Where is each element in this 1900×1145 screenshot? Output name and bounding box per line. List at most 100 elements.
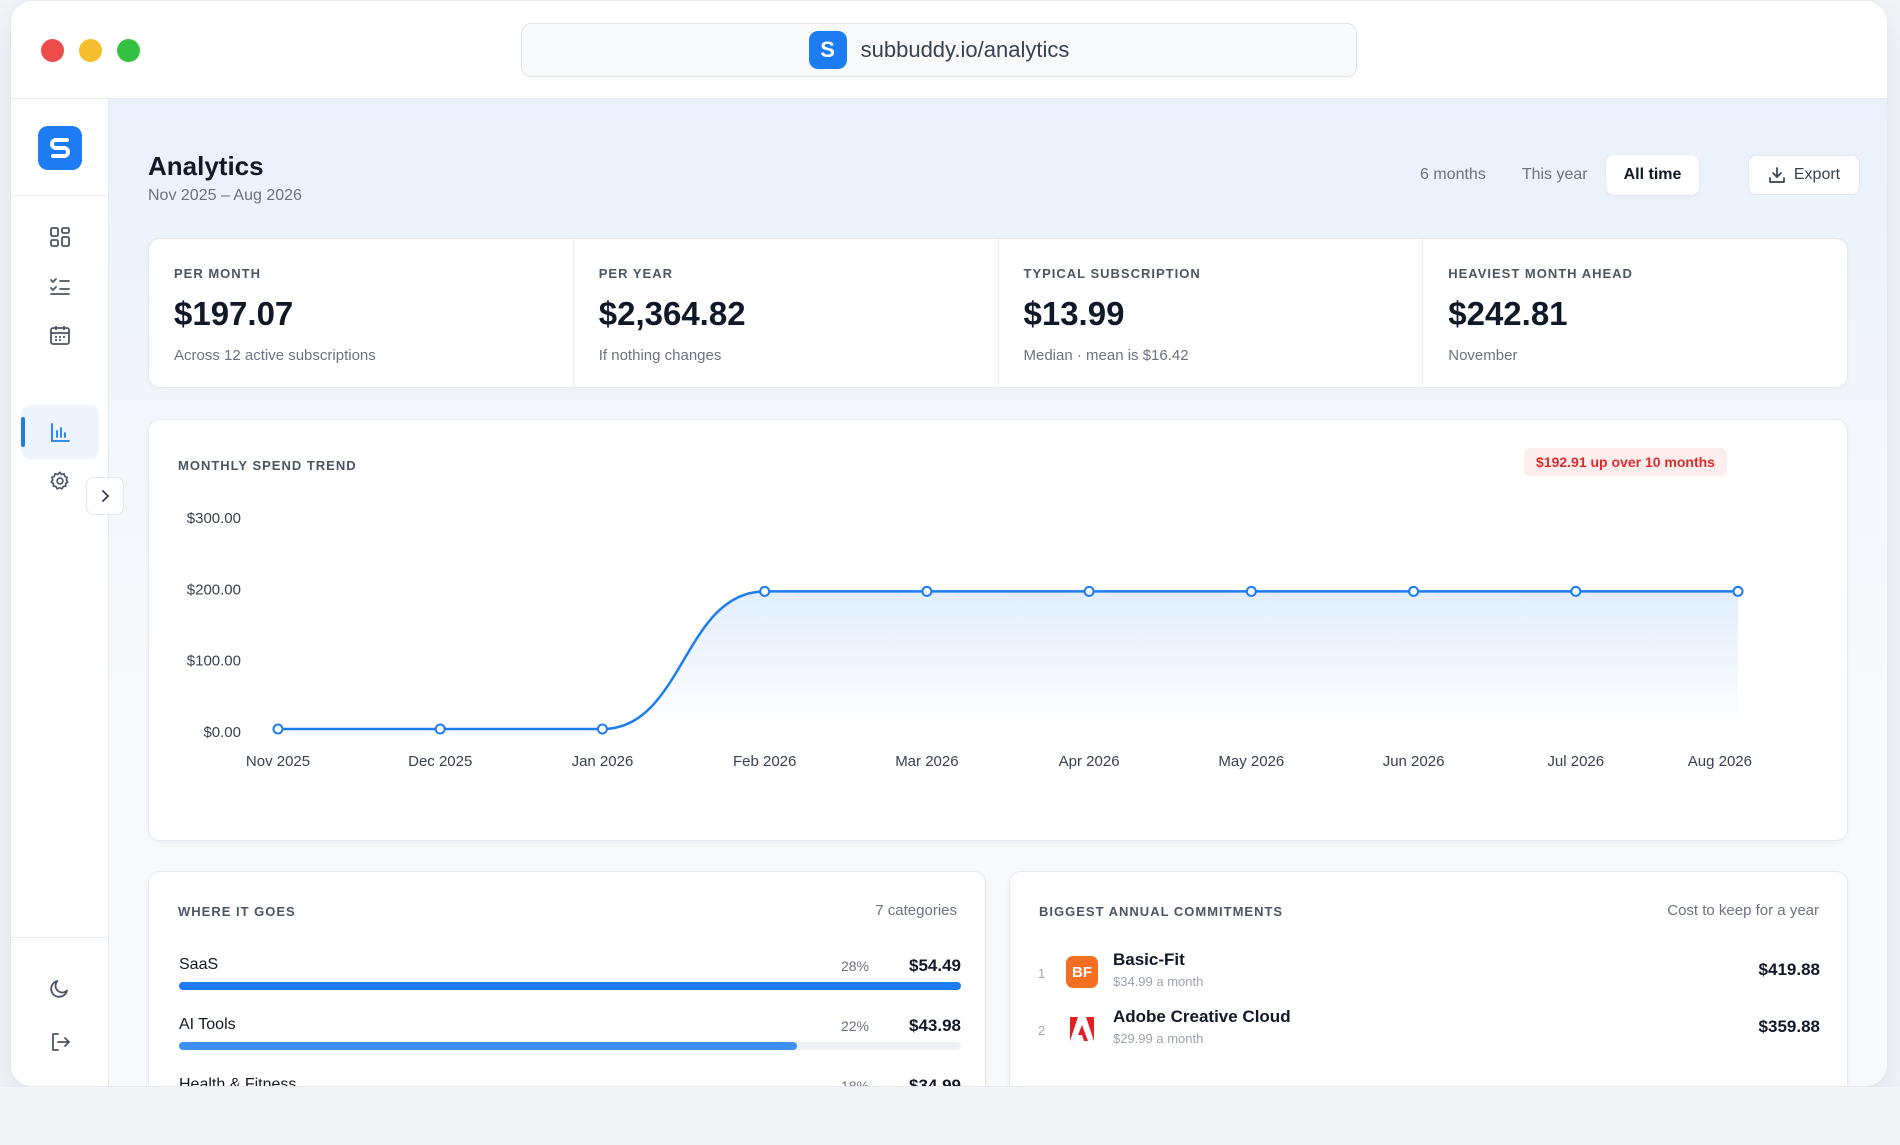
commitment-row[interactable]: 2 Adobe Creative Cloud $29.99 a month $359.… [1038, 1007, 1820, 1057]
trend-point[interactable] [1083, 585, 1095, 597]
download-icon [1769, 167, 1785, 183]
maximize-window-button[interactable] [117, 39, 140, 62]
category-amount: $34.99 [909, 1076, 961, 1087]
x-tick-label: Jun 2026 [1383, 753, 1445, 770]
minimize-window-button[interactable] [79, 39, 102, 62]
x-tick-label: May 2026 [1218, 753, 1284, 770]
sidebar-item-calendar[interactable] [21, 308, 99, 362]
stat-typical-subscription: TYPICAL SUBSCRIPTION $13.99 Median · mea… [999, 239, 1424, 387]
trend-point[interactable] [921, 585, 933, 597]
close-window-button[interactable] [41, 39, 64, 62]
date-range-subtitle: Nov 2025 – Aug 2026 [148, 187, 302, 204]
category-percent: 28% [840, 958, 869, 974]
stat-label: PER MONTH [174, 266, 261, 281]
category-name: AI Tools [179, 1016, 236, 1033]
commitment-name: Adobe Creative Cloud [1113, 1007, 1291, 1026]
range-all-time[interactable]: All time [1605, 155, 1700, 195]
categories-heading: WHERE IT GOES [178, 904, 296, 919]
stat-heaviest-month: HEAVIEST MONTH AHEAD $242.81 November [1423, 239, 1847, 387]
x-tick-label: Feb 2026 [733, 753, 796, 770]
y-tick-label: $100.00 [187, 653, 241, 670]
export-button[interactable]: Export [1748, 155, 1860, 195]
category-percent: 22% [840, 1018, 869, 1034]
export-label: Export [1793, 166, 1841, 183]
annual-meta: Cost to keep for a year [1667, 902, 1819, 919]
commitment-name: Basic-Fit [1113, 950, 1185, 969]
sidebar [11, 99, 109, 1086]
bar-chart-icon [51, 423, 70, 442]
sidebar-item-dashboard[interactable] [21, 210, 99, 264]
url-text: subbuddy.io/analytics [860, 37, 1070, 62]
category-bar-track [179, 1042, 961, 1050]
x-tick-label: Aug 2026 [1688, 753, 1752, 770]
sidebar-item-logout[interactable] [21, 1015, 99, 1069]
stat-note: Across 12 active subscriptions [174, 347, 376, 364]
range-this-year[interactable]: This year [1521, 166, 1588, 183]
stat-per-month: PER MONTH $197.07 Across 12 active subsc… [149, 239, 574, 387]
commitment-rank: 2 [1038, 1023, 1046, 1038]
address-bar[interactable]: S subbuddy.io/analytics [521, 23, 1357, 77]
stats-card: PER MONTH $197.07 Across 12 active subsc… [148, 238, 1848, 388]
adobe-logo-icon [1066, 1013, 1098, 1045]
category-row: AI Tools 22% $43.98 [179, 1016, 961, 1066]
trend-point[interactable] [272, 723, 284, 735]
y-tick-label: $300.00 [187, 510, 241, 527]
trend-heading: MONTHLY SPEND TREND [178, 458, 357, 473]
commitment-monthly: $34.99 a month [1113, 974, 1204, 989]
category-name: SaaS [179, 956, 219, 973]
stat-label: PER YEAR [598, 266, 673, 281]
main-content: Analytics Nov 2025 – Aug 2026 6 months T… [109, 99, 1887, 1087]
checklist-icon [50, 278, 70, 295]
category-percent: 18% [840, 1078, 869, 1087]
where-it-goes-card: WHERE IT GOES 7 categories SaaS 28% $54.49… [148, 871, 986, 1087]
range-6-months[interactable]: 6 months [1420, 166, 1486, 183]
calendar-icon [50, 326, 70, 345]
logout-icon [52, 1033, 70, 1051]
sidebar-expand-button[interactable] [86, 477, 124, 515]
gear-icon [50, 471, 69, 490]
spend-trend-chart: $0.00 $100.00 $200.00 $300.00 Nov 2025 Dec 20… [187, 510, 1752, 770]
range-selector: 6 months This year All time [1402, 155, 1700, 195]
trend-point[interactable] [1570, 585, 1582, 597]
x-tick-label: Dec 2025 [408, 753, 472, 770]
sidebar-item-settings[interactable] [21, 454, 99, 508]
trend-line [277, 590, 1738, 731]
commitment-monthly: $29.99 a month [1113, 1031, 1204, 1046]
trend-point[interactable] [1732, 585, 1744, 597]
commitment-annual-amount: $419.88 [1758, 960, 1820, 979]
app-logo[interactable] [38, 126, 82, 170]
sidebar-item-theme[interactable] [21, 961, 99, 1015]
sidebar-item-analytics[interactable] [21, 405, 99, 459]
grid-icon [50, 227, 70, 247]
page-background [0, 1087, 1900, 1145]
stat-label: HEAVIEST MONTH AHEAD [1448, 266, 1633, 281]
category-bar-track [179, 982, 961, 990]
categories-count: 7 categories [875, 902, 957, 919]
trend-point[interactable] [759, 585, 771, 597]
title-bar: S subbuddy.io/analytics [11, 1, 1887, 99]
x-tick-label: Mar 2026 [895, 753, 958, 770]
category-row: SaaS 28% $54.49 [179, 956, 961, 1006]
category-amount: $54.49 [909, 956, 961, 975]
trend-area [278, 591, 1738, 732]
commitment-row[interactable]: 1 BF Basic-Fit $34.99 a month $419.88 [1038, 950, 1820, 1000]
category-row: Health & Fitness 18% $34.99 [179, 1076, 961, 1087]
logo-icon [50, 138, 70, 158]
category-name: Health & Fitness [179, 1076, 297, 1087]
commitment-rank: 1 [1038, 966, 1046, 981]
moon-icon [50, 980, 68, 998]
y-tick-label: $200.00 [187, 581, 241, 598]
trend-point[interactable] [596, 723, 608, 735]
annual-commitments-card: BIGGEST ANNUAL COMMITMENTS Cost to keep … [1009, 871, 1848, 1086]
trend-point[interactable] [1245, 585, 1257, 597]
stat-value: $2,364.82 [598, 295, 746, 332]
x-tick-label: Nov 2025 [246, 753, 310, 770]
sidebar-item-subscriptions[interactable] [21, 259, 99, 313]
category-bar-fill [179, 982, 961, 990]
trend-point[interactable] [434, 723, 446, 735]
chevron-right-icon [102, 490, 110, 502]
category-bar-fill [179, 1042, 797, 1050]
active-indicator [21, 417, 25, 447]
y-tick-label: $0.00 [203, 724, 241, 741]
trend-point[interactable] [1408, 585, 1420, 597]
